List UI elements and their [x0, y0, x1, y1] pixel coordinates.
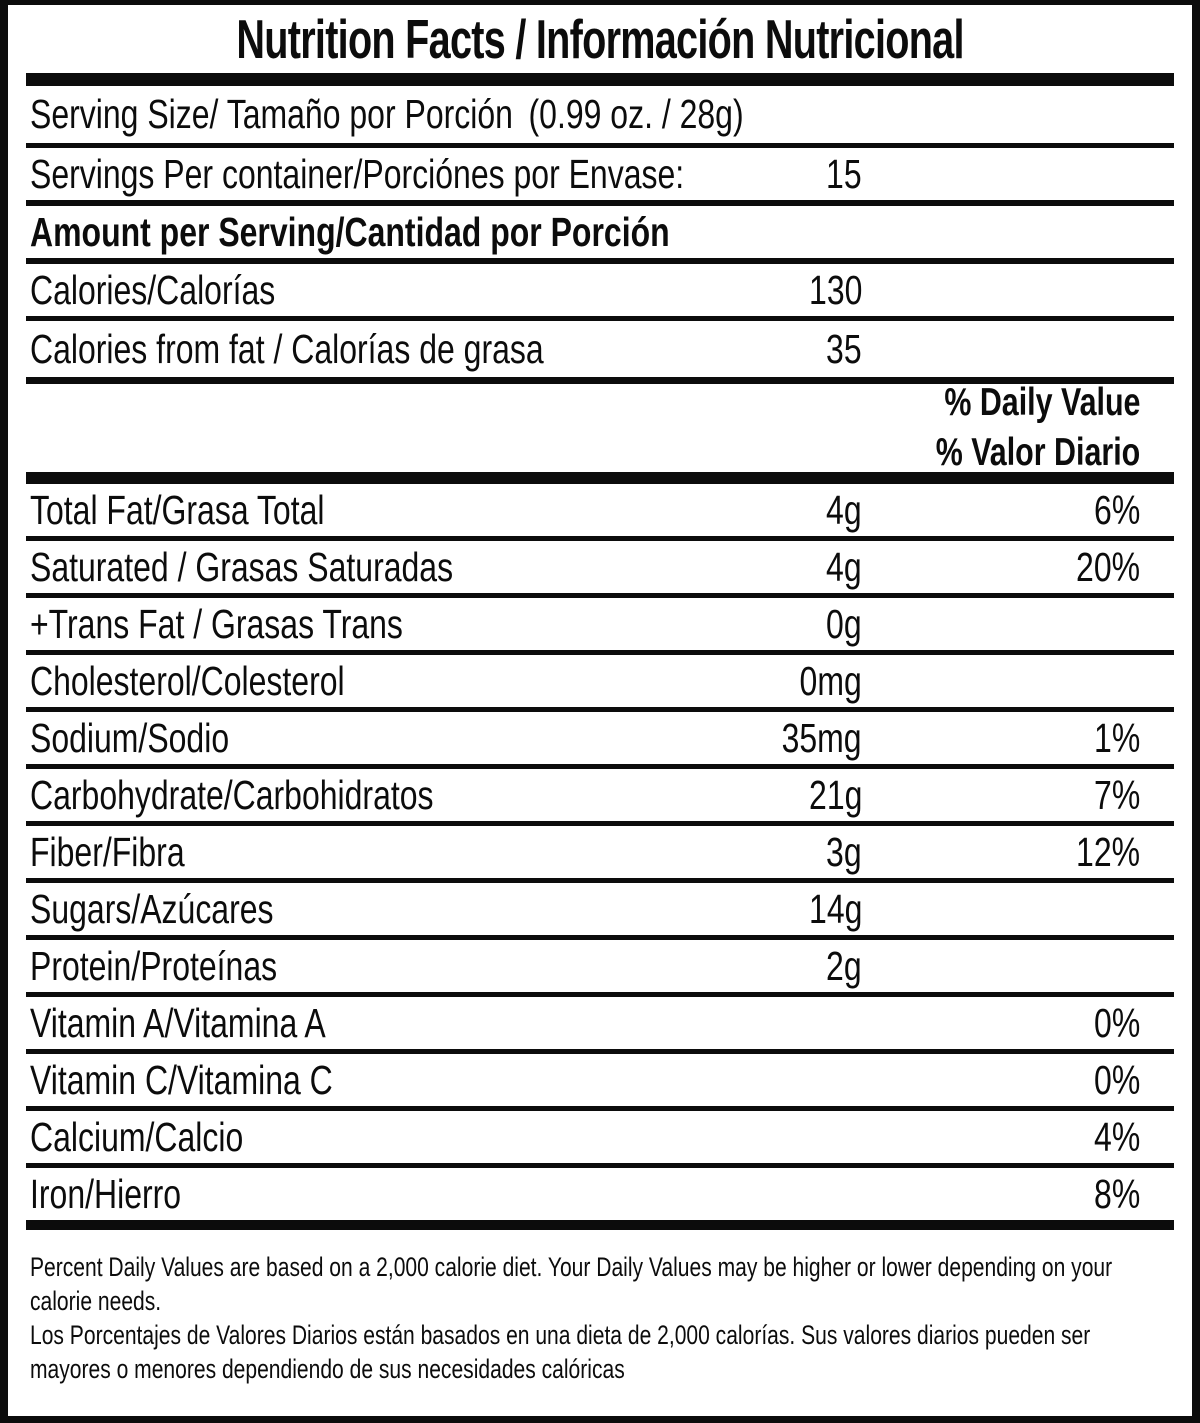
- servings-per-container-value: 15: [826, 150, 862, 197]
- amount-per-serving-header: Amount per Serving/Cantidad por Porción: [30, 208, 670, 255]
- nutrient-amount: 21g: [808, 771, 862, 818]
- micronutrient-daily-value: 8%: [1093, 1170, 1140, 1217]
- micronutrient-label: Iron/Hierro: [30, 1170, 182, 1217]
- nutrient-daily-value: 7%: [1093, 771, 1140, 818]
- footnote-en-line2: calorie needs.: [30, 1286, 162, 1316]
- serving-size-label: Serving Size/ Tamaño por Porción: [30, 91, 513, 137]
- nutrient-amount: 2g: [826, 942, 862, 989]
- calories-value: 130: [808, 266, 862, 313]
- nutrient-daily-value: 20%: [1075, 543, 1140, 590]
- micronutrient-label: Vitamin A/Vitamina A: [30, 999, 326, 1046]
- micronutrient-label: Calcium/Calcio: [30, 1113, 244, 1160]
- calories-label-cell: Calories/Calorías: [26, 267, 662, 314]
- nutrient-amount: 4g: [826, 486, 862, 533]
- nutrient-label: Saturated / Grasas Saturadas: [30, 543, 454, 590]
- footnote: Percent Daily Values are based on a 2,00…: [26, 1230, 1174, 1386]
- footnote-es-line2: mayores o menores dependiendo de sus nec…: [30, 1354, 625, 1384]
- serving-size-row: Serving Size/ Tamaño por Porción (0.99 oz…: [26, 86, 1174, 148]
- nutrient-daily-value: 1%: [1093, 714, 1140, 761]
- amount-per-serving-row: Amount per Serving/Cantidad por Porción: [26, 206, 1174, 264]
- calories-row: Calories/Calorías 130: [26, 264, 1174, 321]
- footnote-en-line1: Percent Daily Values are based on a 2,00…: [30, 1252, 1113, 1282]
- servings-value-cell: 15: [662, 151, 862, 198]
- nutrient-row-trans-fat: +Trans Fat / Grasas Trans 0g: [26, 598, 1174, 655]
- daily-value-header-es: % Valor Diario: [935, 431, 1140, 474]
- footnote-es-line1: Los Porcentajes de Valores Diarios están…: [30, 1320, 1091, 1350]
- nutrient-amount: 35mg: [782, 714, 862, 761]
- nutrient-label: Fiber/Fibra: [30, 828, 185, 875]
- calories-from-fat-value-cell: 35: [662, 326, 862, 373]
- nutrient-row-total-fat: Total Fat/Grasa Total 4g 6%: [26, 484, 1174, 541]
- calories-label: Calories/Calorías: [30, 266, 276, 313]
- nutrient-row-carbohydrate: Carbohydrate/Carbohidratos 21g 7%: [26, 769, 1174, 826]
- calories-from-fat-label: Calories from fat / Calorías de grasa: [30, 325, 544, 372]
- servings-label-cell: Servings Per container/Porciónes por Env…: [26, 151, 684, 198]
- label-title-row: Nutrition Facts / Información Nutriciona…: [26, 5, 1174, 73]
- nutrient-amount: 3g: [826, 828, 862, 875]
- nutrient-label: Protein/Proteínas: [30, 942, 278, 989]
- serving-size-value: (0.99 oz. / 28g): [528, 91, 744, 137]
- micronutrient-daily-value: 0%: [1093, 1056, 1140, 1103]
- nutrient-row-cholesterol: Cholesterol/Colesterol 0mg: [26, 655, 1174, 712]
- daily-value-header-block: % Daily Value % Valor Diario: [26, 381, 1174, 484]
- micronutrient-daily-value: 4%: [1093, 1113, 1140, 1160]
- nutrient-label: Sugars/Azúcares: [30, 885, 274, 932]
- nutrient-label: Sodium/Sodio: [30, 714, 230, 761]
- micronutrient-row-vitamin-a: Vitamin A/Vitamina A 0%: [26, 997, 1174, 1054]
- nutrient-row-fiber: Fiber/Fibra 3g 12%: [26, 826, 1174, 883]
- calories-from-fat-label-cell: Calories from fat / Calorías de grasa: [26, 326, 662, 373]
- daily-value-header-en: % Daily Value: [943, 381, 1140, 424]
- nutrient-row-protein: Protein/Proteínas 2g: [26, 940, 1174, 997]
- amount-header-cell: Amount per Serving/Cantidad por Porción: [26, 209, 1174, 256]
- micronutrient-label: Vitamin C/Vitamina C: [30, 1056, 333, 1103]
- nutrient-label: Total Fat/Grasa Total: [30, 486, 325, 533]
- nutrient-daily-value: 12%: [1075, 828, 1140, 875]
- servings-per-container-row: Servings Per container/Porciónes por Env…: [26, 148, 1174, 206]
- nutrient-row-saturated-fat: Saturated / Grasas Saturadas 4g 20%: [26, 541, 1174, 598]
- calories-from-fat-row: Calories from fat / Calorías de grasa 35: [26, 321, 1174, 384]
- nutrient-row-sugars: Sugars/Azúcares 14g: [26, 883, 1174, 940]
- nutrient-amount: 14g: [808, 885, 862, 932]
- nutrient-label: Carbohydrate/Carbohidratos: [30, 771, 434, 818]
- nutrient-amount: 0g: [826, 600, 862, 647]
- servings-per-container-label: Servings Per container/Porciónes por Env…: [30, 150, 685, 197]
- micronutrient-row-iron: Iron/Hierro 8%: [26, 1168, 1174, 1230]
- nutrient-daily-value: 6%: [1093, 486, 1140, 533]
- calories-from-fat-value: 35: [826, 325, 862, 372]
- nutrient-row-sodium: Sodium/Sodio 35mg 1%: [26, 712, 1174, 769]
- nutrient-amount: 4g: [826, 543, 862, 590]
- nutrient-amount: 0mg: [799, 657, 862, 704]
- label-title: Nutrition Facts / Información Nutriciona…: [236, 8, 964, 70]
- nutrient-label: +Trans Fat / Grasas Trans: [30, 600, 403, 647]
- micronutrient-row-calcium: Calcium/Calcio 4%: [26, 1111, 1174, 1168]
- title-divider-bar: [26, 73, 1174, 86]
- serving-size-cell: Serving Size/ Tamaño por Porción (0.99 oz…: [26, 91, 1174, 138]
- nutrient-label: Cholesterol/Colesterol: [30, 657, 345, 704]
- micronutrient-row-vitamin-c: Vitamin C/Vitamina C 0%: [26, 1054, 1174, 1111]
- micronutrient-daily-value: 0%: [1093, 999, 1140, 1046]
- calories-value-cell: 130: [662, 267, 862, 314]
